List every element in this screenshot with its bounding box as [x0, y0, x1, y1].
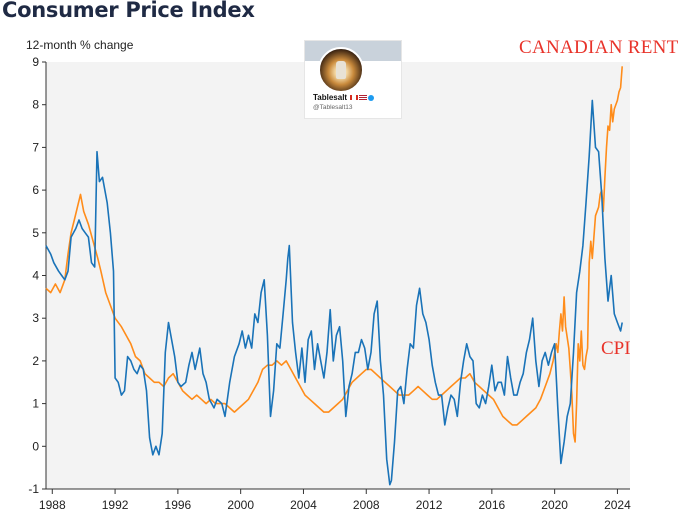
profile-name-text: Tablesalt	[313, 93, 348, 102]
profile-card[interactable]: Tablesalt @Tablesalt13	[305, 41, 401, 118]
y-tick-label: 2	[32, 354, 39, 368]
series-layer	[45, 66, 623, 486]
canada-flag-icon	[350, 95, 359, 101]
y-tick-label: 9	[32, 55, 39, 69]
avatar[interactable]	[318, 47, 364, 93]
y-axis: -1 0 1 2 3 4 5 6 7 8 9	[28, 55, 47, 496]
y-tick-label: 7	[32, 140, 39, 154]
y-tick-label: 0	[32, 439, 39, 453]
chart-title: Consumer Price Index	[2, 0, 255, 22]
x-tick-label: 1996	[165, 498, 192, 512]
y-tick-label: 4	[32, 269, 39, 283]
y-tick-label: 8	[32, 98, 39, 112]
x-axis: 1988 1992 1996 2000 2004 2008 2012 2016 2020 2024	[39, 488, 631, 512]
y-tick-label: 3	[32, 311, 39, 325]
y-axis-label: 12-month % change	[26, 38, 134, 52]
rent-series-line	[45, 66, 623, 443]
x-tick-label: 2020	[541, 498, 568, 512]
y-tick-label: 6	[32, 183, 39, 197]
x-tick-label: 1992	[102, 498, 129, 512]
cpi-series-line	[45, 99, 623, 486]
y-tick-label: -1	[28, 482, 39, 496]
x-tick-label: 1988	[39, 498, 66, 512]
y-tick-label: 5	[32, 226, 39, 240]
us-flag-icon	[359, 95, 368, 101]
y-tick-label: 1	[32, 397, 39, 411]
annotation-canadian-rent: CANADIAN RENT	[519, 37, 679, 58]
salt-jar-icon	[336, 61, 346, 79]
verified-badge-icon	[368, 94, 375, 101]
x-tick-label: 2024	[604, 498, 631, 512]
x-tick-label: 2008	[353, 498, 380, 512]
profile-name: Tablesalt	[313, 93, 375, 102]
x-tick-label: 2012	[416, 498, 443, 512]
x-tick-label: 2004	[290, 498, 317, 512]
plot-background	[46, 62, 630, 489]
x-tick-label: 2016	[478, 498, 505, 512]
annotation-cpi: CPI	[601, 338, 631, 359]
profile-handle: @Tablesalt13	[313, 104, 353, 111]
x-tick-label: 2000	[227, 498, 254, 512]
